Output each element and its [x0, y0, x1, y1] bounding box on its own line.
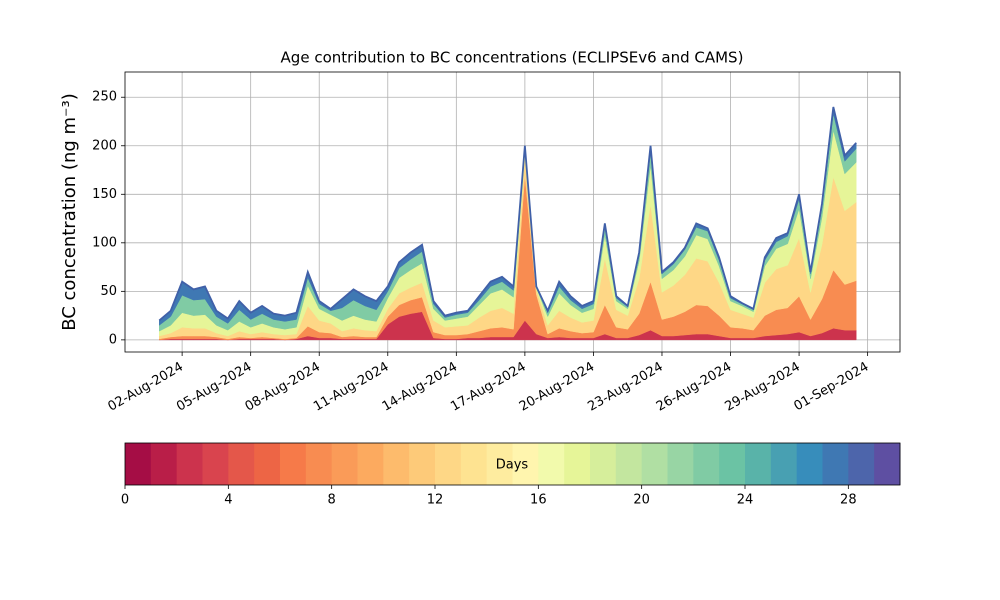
plot-frame: [124, 71, 901, 353]
x-tick-label: 29-Aug-2024: [722, 360, 802, 415]
colorbar-cell: [280, 443, 307, 485]
x-tick-label: 05-Aug-2024: [174, 360, 254, 415]
colorbar-tick-label: 0: [121, 493, 129, 508]
colorbar-cell: [874, 443, 901, 485]
y-tick-label: 50: [100, 284, 117, 299]
chart-title: Age contribution to BC concentrations (E…: [281, 49, 744, 67]
colorbar-frame: [124, 442, 901, 486]
colorbar-cell: [822, 443, 849, 485]
area: [159, 130, 857, 337]
colorbar-tick-label: 4: [224, 493, 232, 508]
colorbar-label: Days: [496, 458, 529, 473]
top-edge: [158, 106, 857, 322]
colorbar-cell: [745, 443, 772, 485]
x-tick-label: 11-Aug-2024: [311, 360, 391, 415]
colorbar-cell: [254, 443, 281, 485]
colorbar-cell: [357, 443, 384, 485]
colorbar-cell: [693, 443, 720, 485]
colorbar-cell: [383, 443, 410, 485]
y-tick-label: 150: [92, 187, 117, 202]
colorbar-cell: [176, 443, 203, 485]
colorbar-cell: [564, 443, 591, 485]
colorbar-cell: [305, 443, 333, 485]
colorbar-cell: [486, 443, 513, 485]
colorbar-cell: [719, 443, 746, 485]
x-tick-label: 08-Aug-2024: [243, 360, 323, 415]
y-tick-label: 200: [92, 138, 117, 153]
y-tick-label: 250: [92, 90, 117, 105]
colorbar-cell: [641, 443, 668, 485]
colorbar-cell: [512, 443, 539, 485]
y-tick-label: 0: [109, 332, 117, 347]
colorbar-tick-label: 16: [530, 493, 547, 508]
x-tick-label: 17-Aug-2024: [448, 360, 528, 415]
colorbar-cell: [331, 443, 358, 485]
colorbar-cell: [667, 443, 694, 485]
colorbar-tick-label: 12: [427, 493, 444, 508]
x-tick-label: 01-Sep-2024: [792, 360, 872, 415]
colorbar-tick-label: 28: [840, 493, 857, 508]
colorbar-tick-label: 8: [328, 493, 336, 508]
colorbar-cell: [435, 443, 462, 485]
colorbar-cell: [409, 443, 436, 485]
x-tick-label: 23-Aug-2024: [585, 360, 665, 415]
y-tick-label: 100: [92, 235, 117, 250]
colorbar-cell: [615, 443, 643, 485]
colorbar-cell: [538, 443, 565, 485]
colorbar-cell: [590, 443, 617, 485]
colorbar-tick-label: 20: [633, 493, 650, 508]
x-tick-label: 14-Aug-2024: [380, 360, 460, 415]
colorbar-cell: [460, 443, 488, 485]
colorbar-tick-label: 24: [737, 493, 754, 508]
y-axis-label: BC concentration (ng m⁻³): [59, 93, 80, 331]
colorbar-cell: [796, 443, 823, 485]
x-tick-label: 20-Aug-2024: [517, 360, 597, 415]
colorbar-cell: [150, 443, 178, 485]
colorbar-cell: [202, 443, 229, 485]
colorbar-cell: [125, 443, 152, 485]
colorbar-cell: [228, 443, 255, 485]
colorbar-cell: [770, 443, 798, 485]
x-tick-label: 26-Aug-2024: [654, 360, 734, 415]
x-tick-label: 02-Aug-2024: [106, 360, 186, 415]
colorbar-cell: [848, 443, 875, 485]
